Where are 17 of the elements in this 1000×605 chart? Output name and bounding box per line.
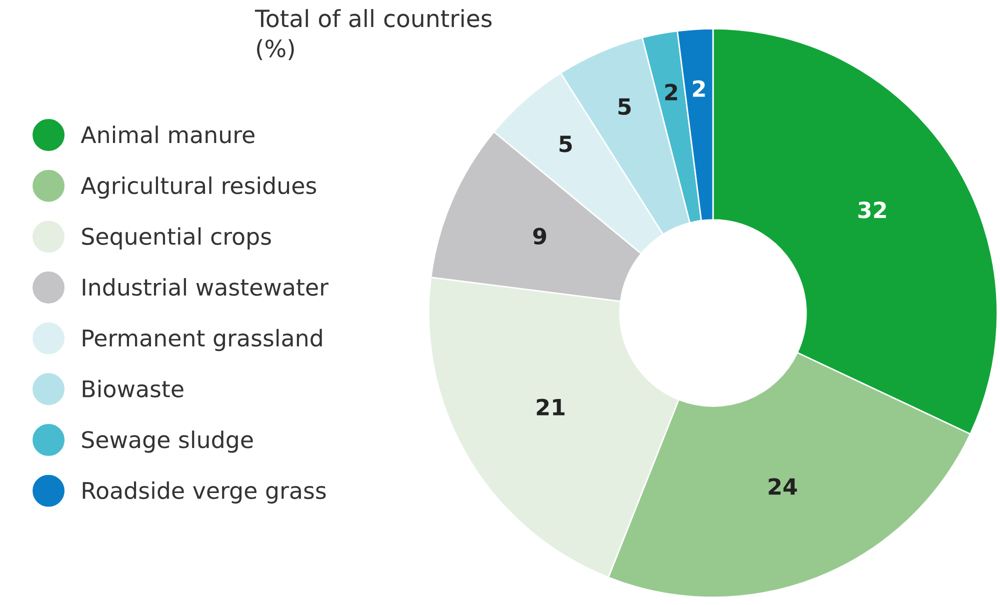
legend-label: Animal manure <box>80 126 254 144</box>
data-label: 9 <box>533 228 546 244</box>
legend-label: Agricultural residues <box>80 176 316 199</box>
legend-label: Permanent grassland <box>82 328 322 352</box>
data-label: 24 <box>768 478 797 495</box>
legend-label: Biowaste <box>82 380 184 398</box>
data-label: 5 <box>618 98 631 115</box>
data-label: 32 <box>858 202 886 218</box>
legend-label: Roadside verge grass <box>82 481 326 504</box>
legend-label: Sewage sludge <box>82 430 253 453</box>
chart-title: Total of all countries (%) <box>254 9 492 60</box>
legend-label: Industrial wastewater <box>82 278 328 296</box>
data-label: 21 <box>536 398 564 416</box>
data-label: 2 <box>665 84 678 100</box>
data-label: 2 <box>693 80 705 97</box>
legend-label: Sequential crops <box>82 227 271 250</box>
data-label: 5 <box>560 136 572 152</box>
